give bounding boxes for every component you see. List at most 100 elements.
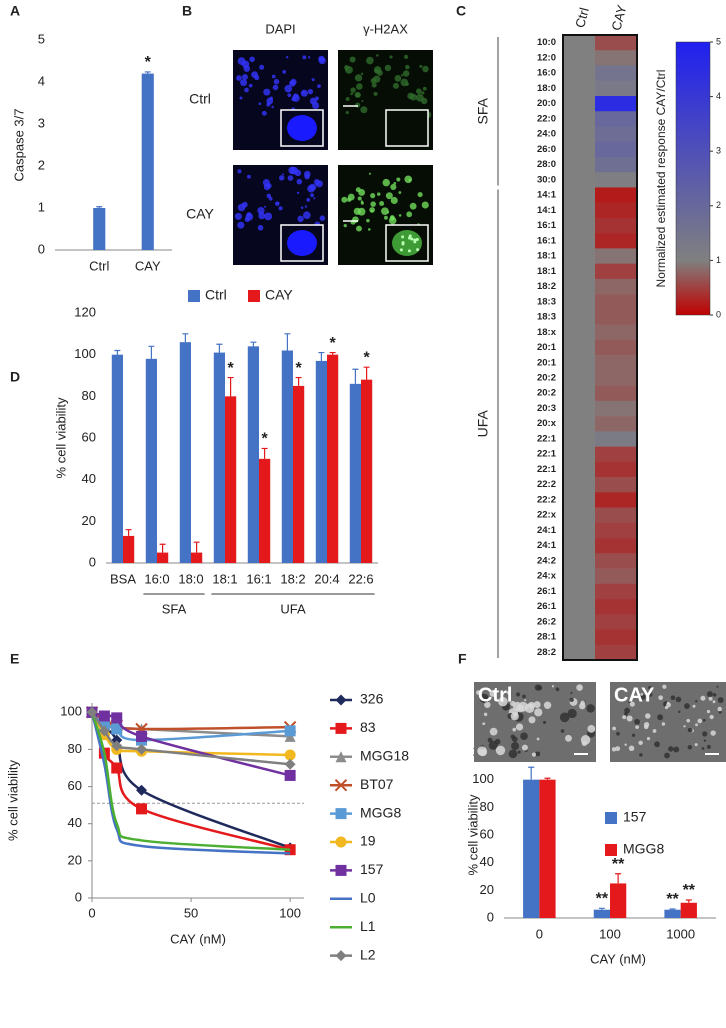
heatmap-cell <box>563 583 595 600</box>
nucleus-dot <box>390 196 398 205</box>
heatmap-cell <box>595 263 637 280</box>
row-label: 22:1 <box>537 433 557 444</box>
inset <box>385 109 429 147</box>
nucleus-dot <box>258 102 262 106</box>
nucleus-dot <box>420 97 428 105</box>
nucleus-dot <box>360 201 364 205</box>
legend-label: L0 <box>360 890 376 906</box>
heatmap-cell <box>563 141 595 158</box>
heatmap-cell <box>595 294 637 310</box>
row-label: 14:1 <box>537 190 557 201</box>
nucleus-dot <box>271 105 274 109</box>
nucleus-dot <box>271 74 276 79</box>
cell <box>512 727 517 732</box>
row-label: 18:x <box>537 327 557 338</box>
heatmap-cell <box>563 446 595 463</box>
row-label: 20:2 <box>537 388 556 399</box>
nucleus-dot <box>394 74 402 82</box>
bar <box>259 458 271 563</box>
cell <box>498 696 508 707</box>
heatmap-cell <box>595 644 637 661</box>
row-label: 18:2 <box>537 281 556 292</box>
marker <box>98 710 110 722</box>
error-bar <box>182 333 189 343</box>
heatmap-cell <box>563 278 595 295</box>
heatmap-cell <box>595 553 637 569</box>
row-label: 20:1 <box>537 357 557 368</box>
nucleus-dot <box>242 74 248 80</box>
marker <box>98 719 110 731</box>
row-label: 24:0 <box>537 129 556 140</box>
heatmap-cell <box>595 202 637 219</box>
cell <box>666 702 671 708</box>
heatmap-cell <box>595 187 637 203</box>
nucleus-dot <box>300 206 304 210</box>
bar <box>111 354 123 563</box>
heatmap-cell <box>595 248 637 264</box>
y-tick-label: 2 <box>38 157 45 172</box>
cell <box>476 690 481 695</box>
marker <box>284 725 296 737</box>
nucleus-dot <box>360 106 368 114</box>
nucleus-dot <box>297 215 304 223</box>
nucleus-dot <box>373 91 378 96</box>
heatmap-cell <box>595 446 637 463</box>
cell <box>489 727 498 736</box>
nucleus-dot <box>314 96 319 101</box>
foci <box>399 248 403 252</box>
row-label: Ctrl <box>189 91 211 107</box>
marker <box>136 784 148 796</box>
bar <box>664 909 681 918</box>
legend-label: 326 <box>360 691 384 707</box>
nucleus-dot <box>369 207 375 213</box>
nucleus-dot <box>415 88 422 94</box>
row-label: 28:0 <box>537 159 556 170</box>
cell <box>570 691 573 694</box>
heatmap-cell <box>563 233 595 249</box>
cell <box>580 735 591 745</box>
heatmap-cell <box>595 461 637 478</box>
cell <box>495 745 506 756</box>
y-tick-label: 40 <box>480 854 494 869</box>
nucleus-dot <box>379 201 385 207</box>
heatmap-cell <box>563 263 595 280</box>
x-tick-label: CAY <box>135 258 161 273</box>
cell <box>565 734 572 742</box>
cell <box>706 691 713 698</box>
y-tick-label: 1 <box>38 199 45 214</box>
cell <box>695 723 699 727</box>
cell <box>543 701 552 710</box>
error-bar <box>148 345 155 359</box>
error-bar <box>295 376 302 386</box>
colorbar-tick-label: 5 <box>716 36 721 46</box>
error-bar <box>144 71 151 74</box>
nucleus-dot <box>371 82 377 88</box>
row-label: 22:x <box>537 510 557 521</box>
heatmap-cell <box>563 65 595 82</box>
y-axis-label: % cell viability <box>53 397 68 478</box>
marker <box>136 803 148 815</box>
heatmap-cell <box>563 599 595 615</box>
cell <box>511 742 520 751</box>
marker <box>98 725 110 737</box>
heatmap-cell <box>595 629 637 646</box>
colorbar <box>675 41 711 316</box>
nucleus-dot <box>406 211 413 218</box>
cell <box>626 715 633 722</box>
group-label: UFA <box>475 409 491 437</box>
y-tick-label: 100 <box>472 771 494 786</box>
column-label: DAPI <box>265 21 295 36</box>
nucleus-dot <box>240 79 248 87</box>
y-tick-label: 4 <box>38 73 45 88</box>
row-label: 22:1 <box>537 464 557 475</box>
nucleus-dot <box>249 56 255 63</box>
nucleus-dot <box>257 224 264 231</box>
marker <box>136 730 148 742</box>
row-label: 26:1 <box>537 601 557 612</box>
legend-label: 157 <box>623 809 647 825</box>
cell <box>717 706 722 712</box>
column-label: γ-H2AX <box>363 21 408 36</box>
cell <box>510 712 519 721</box>
cell <box>634 718 640 725</box>
